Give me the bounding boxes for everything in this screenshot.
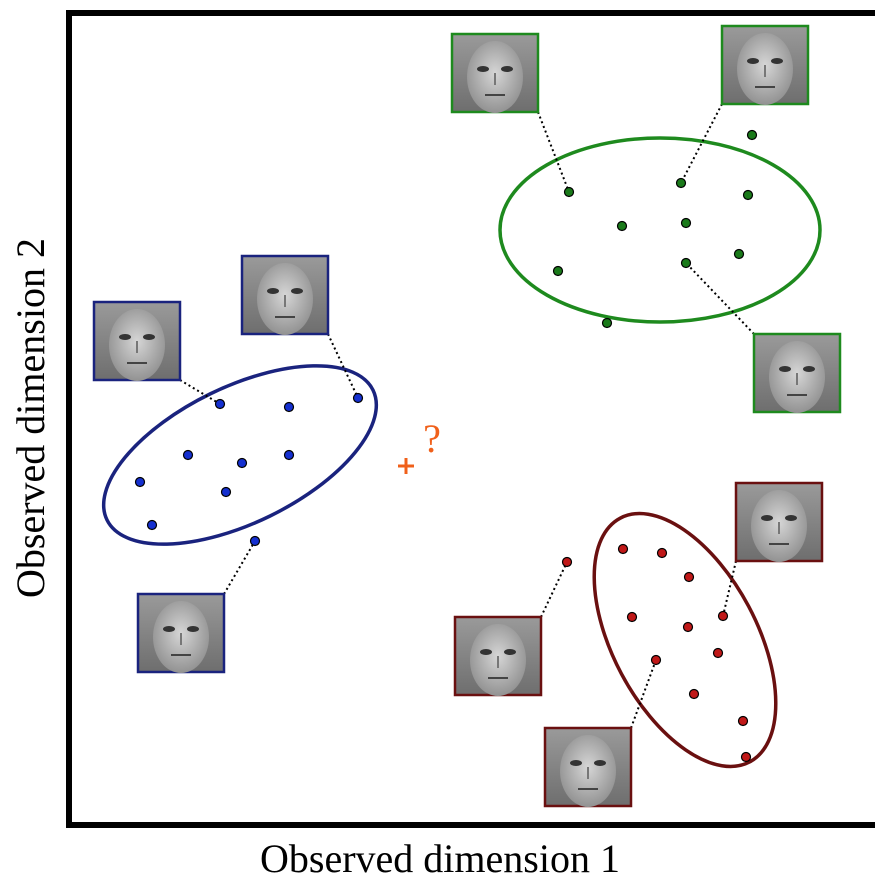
sample-point — [565, 188, 574, 197]
face-thumbnail — [452, 34, 538, 113]
sample-point — [136, 478, 145, 487]
face-eye — [119, 334, 131, 340]
face-thumbnail — [722, 26, 808, 105]
connector — [224, 541, 255, 594]
query-point: ? — [398, 416, 441, 474]
face-eye — [771, 58, 783, 64]
sample-point — [238, 459, 247, 468]
sample-point — [354, 394, 363, 403]
sample-point — [739, 717, 748, 726]
face-eye — [785, 515, 797, 521]
face-eye — [779, 366, 791, 372]
sample-point — [742, 753, 751, 762]
sample-point — [618, 222, 627, 231]
sample-point — [684, 623, 693, 632]
sample-point — [563, 558, 572, 567]
sample-point — [677, 179, 686, 188]
face-eye — [143, 334, 155, 340]
sample-point — [682, 259, 691, 268]
sample-point — [735, 250, 744, 259]
sample-point — [748, 131, 757, 140]
cluster — [77, 256, 403, 673]
face-thumbnail — [754, 334, 840, 413]
y-axis-label: Observed dimension 2 — [8, 238, 53, 598]
face-eye — [163, 626, 175, 632]
face-eye — [803, 366, 815, 372]
face-eye — [187, 626, 199, 632]
face-thumbnail — [94, 302, 180, 381]
face-thumbnail — [138, 594, 224, 673]
query-label: ? — [423, 416, 441, 461]
face-thumbnail — [545, 728, 631, 807]
face-eye — [747, 58, 759, 64]
sample-point — [652, 656, 661, 665]
x-axis-label: Observed dimension 1 — [260, 836, 620, 878]
sample-point — [714, 649, 723, 658]
connector — [541, 562, 567, 617]
sample-point — [658, 549, 667, 558]
sample-point — [184, 451, 193, 460]
sample-point — [148, 521, 157, 530]
face-eye — [570, 760, 582, 766]
face-eye — [504, 649, 516, 655]
face-eye — [291, 288, 303, 294]
page: Observed dimension 1 Observed dimension … — [0, 0, 875, 878]
sample-point — [619, 545, 628, 554]
cluster — [455, 483, 822, 807]
sample-point — [719, 612, 728, 621]
connector — [538, 112, 569, 192]
face-eye — [477, 66, 489, 72]
face-thumbnail — [736, 483, 822, 562]
connector — [686, 263, 754, 334]
sample-point — [744, 191, 753, 200]
diagram: Observed dimension 1 Observed dimension … — [0, 0, 875, 878]
sample-point — [685, 573, 694, 582]
sample-point — [603, 319, 612, 328]
sample-point — [285, 403, 294, 412]
sample-point — [690, 690, 699, 699]
sample-point — [682, 219, 691, 228]
face-eye — [480, 649, 492, 655]
face-eye — [267, 288, 279, 294]
sample-point — [554, 267, 563, 276]
face-thumbnail — [242, 256, 328, 335]
face-eye — [761, 515, 773, 521]
face-eye — [501, 66, 513, 72]
sample-point — [216, 400, 225, 409]
sample-point — [222, 488, 231, 497]
face-thumbnail — [455, 617, 541, 696]
cluster-ellipse — [500, 138, 820, 322]
sample-point — [251, 537, 260, 546]
sample-point — [628, 613, 637, 622]
sample-point — [285, 451, 294, 460]
face-eye — [594, 760, 606, 766]
cluster — [452, 26, 840, 413]
